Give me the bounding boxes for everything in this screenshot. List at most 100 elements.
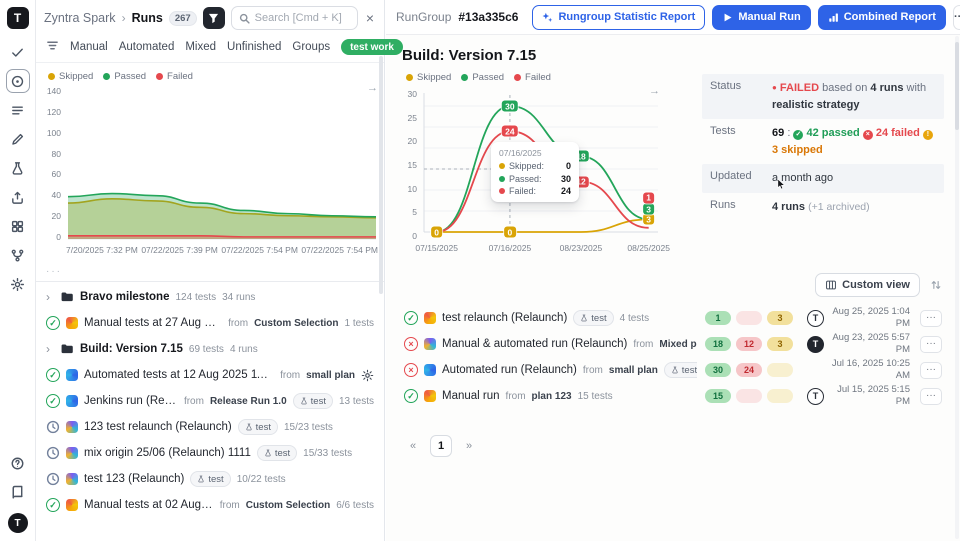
custom-view-button[interactable]: Custom view (815, 273, 920, 297)
filter-tag[interactable]: test work (341, 39, 403, 55)
gear-icon[interactable] (6, 272, 30, 296)
info-label: Status (710, 80, 742, 92)
search-box[interactable] (230, 6, 358, 30)
row-more-button[interactable]: ··· (920, 335, 942, 353)
skipped-dot-icon (499, 163, 506, 170)
search-input[interactable] (254, 12, 350, 24)
tree-run-row[interactable]: 123 test relaunch (Relaunch) test 15/23 te… (36, 414, 384, 440)
app-logo[interactable]: T (6, 7, 29, 29)
chevron-right-icon[interactable]: › (46, 290, 50, 304)
header-more-button[interactable]: ··· (952, 4, 960, 30)
assignee-avatar[interactable]: T (807, 309, 824, 327)
assignee-avatar[interactable]: T (807, 335, 824, 353)
filter-button[interactable] (202, 7, 225, 29)
run-row[interactable]: × Manual & automated run (Relaunch) from Mi… (402, 331, 944, 357)
gear-icon[interactable] (361, 369, 374, 382)
tree-run-row[interactable]: ✓ Manual tests at 27 Aug 2025 06:28 from Cu… (36, 310, 384, 336)
tests-total: 69 (772, 127, 785, 139)
line-plot: → 07/16/2025 Skipped: 0 Passed: (422, 86, 660, 241)
x-tick-label: 07/15/2025 (415, 243, 458, 253)
legend-dot-icon (514, 74, 522, 81)
run-row[interactable]: ✓ Manual run from plan 123 15 tests 15 T Jul 15… (402, 383, 944, 409)
tests-count: 15 tests (577, 390, 613, 402)
runs-tree: › Bravo milestone 124 tests 34 runs ✓ Manual … (36, 282, 384, 541)
run-row[interactable]: × Automated run (Relaunch) from small plan t… (402, 357, 944, 383)
manual-run-button[interactable]: Manual Run (712, 4, 811, 30)
y-tick-label: 100 (46, 127, 61, 138)
tree-run-row[interactable]: test 123 (Relaunch) test 10/22 tests (36, 466, 384, 492)
combined-report-button[interactable]: Combined Report (817, 4, 946, 30)
runs-tabs: Manual Automated Mixed Unfinished Groups tes… (36, 34, 403, 63)
user-avatar[interactable]: T (7, 513, 28, 533)
legend-label: Skipped (417, 72, 452, 83)
panel-scrollbar[interactable] (379, 56, 383, 294)
check-icon[interactable] (6, 40, 30, 64)
grid-icon[interactable] (6, 214, 30, 238)
fork-icon[interactable] (6, 243, 30, 267)
sort-arrows-icon[interactable] (930, 279, 942, 291)
list-icon[interactable] (6, 98, 30, 122)
main-scrollbar-track[interactable] (955, 36, 959, 539)
folder-title: Build: Version 7.15 (80, 343, 183, 355)
breadcrumb-app[interactable]: Zyntra Spark (44, 11, 116, 25)
tab-automated[interactable]: Automated (118, 41, 175, 53)
run-row-main: ✓ test relaunch (Relaunch) test 4 tests (404, 310, 697, 326)
tree-folder-row[interactable]: › Build: Version 7.15 69 tests 4 runs (36, 336, 384, 362)
row-more-button[interactable]: ··· (920, 387, 942, 405)
x-tick-label: 07/22/2025 7:54 PM (221, 245, 298, 255)
tab-unfinished[interactable]: Unfinished (227, 41, 282, 53)
tree-run-row[interactable]: ✓ Automated tests at 12 Aug 2025 11:08 (R… (36, 362, 384, 388)
tree-folder-row[interactable]: › Bravo milestone 124 tests 34 runs (36, 284, 384, 310)
current-page-button[interactable]: 1 (430, 435, 452, 457)
run-row[interactable]: ✓ test relaunch (Relaunch) test 4 tests 1 3 T A… (402, 305, 944, 331)
run-title: Automated tests at 12 Aug 2025 11:08 (Re… (84, 369, 274, 381)
tooltip-row: Passed: 30 (499, 174, 571, 184)
run-title: test 123 (Relaunch) (84, 473, 185, 485)
legend-item: Failed (514, 72, 551, 83)
help-icon[interactable] (6, 451, 30, 475)
rungroup-header: RunGroup #13a335c6 Rungroup Statistic Re… (386, 0, 960, 35)
status-text: with (906, 82, 927, 94)
book-icon[interactable] (6, 480, 30, 504)
point-label: 0 (430, 226, 443, 238)
tests-count: 1 tests (344, 317, 374, 329)
run-date: Aug 25, 2025 1:04 PM (832, 306, 910, 329)
y-tick-label: 15 (407, 159, 417, 170)
from-label: from (219, 499, 240, 511)
tab-groups[interactable]: Groups (292, 41, 331, 53)
tree-run-row[interactable]: ✓ Jenkins run (Relaunch) from Release Run 1… (36, 388, 384, 414)
main-scrollbar-thumb[interactable] (955, 42, 959, 130)
prev-page-button[interactable]: « (402, 435, 424, 457)
flask-icon[interactable] (6, 156, 30, 180)
tree-run-row[interactable]: mix origin 25/06 (Relaunch) 1111 test 15/3… (36, 440, 384, 466)
next-page-button[interactable]: » (458, 435, 480, 457)
row-more-button[interactable]: ··· (920, 309, 942, 327)
rungroup-statistic-report-button[interactable]: Rungroup Statistic Report (532, 4, 706, 30)
point-label: 3 (642, 203, 655, 215)
circle-dot-icon[interactable] (5, 69, 30, 93)
chevron-right-icon[interactable]: › (46, 342, 50, 356)
status-passed-icon: ✓ (46, 368, 60, 382)
from-plan: plan 123 (531, 390, 572, 402)
assignee-avatar[interactable]: T (807, 387, 824, 405)
tree-run-row[interactable]: ✓ Manual tests at 02 Aug 2025 13:38 from Cu… (36, 492, 384, 518)
mouse-cursor (776, 178, 787, 191)
pencil-icon[interactable] (6, 127, 30, 151)
skipped-pill (767, 389, 793, 403)
build-title: Build: Version 7.15 (402, 47, 537, 64)
row-more-button[interactable]: ··· (920, 361, 942, 379)
rungroup-title-prefix: RunGroup (396, 10, 452, 24)
folder-icon (60, 290, 74, 304)
list-divider[interactable]: ··· (36, 262, 384, 282)
tab-manual[interactable]: Manual (70, 41, 108, 53)
info-label: Tests (710, 125, 736, 137)
tab-mixed[interactable]: Mixed (185, 41, 217, 53)
result-pills: 18 12 3 (705, 337, 793, 351)
drag-handle-icon[interactable]: ··· (46, 265, 62, 277)
export-icon[interactable] (6, 185, 30, 209)
passed-pill: 15 (705, 389, 731, 403)
filter-lines-icon[interactable] (46, 39, 59, 55)
status-strategy: realistic strategy (772, 98, 860, 111)
panel-close-icon[interactable]: × (365, 10, 374, 26)
area-chart-svg (67, 192, 377, 240)
